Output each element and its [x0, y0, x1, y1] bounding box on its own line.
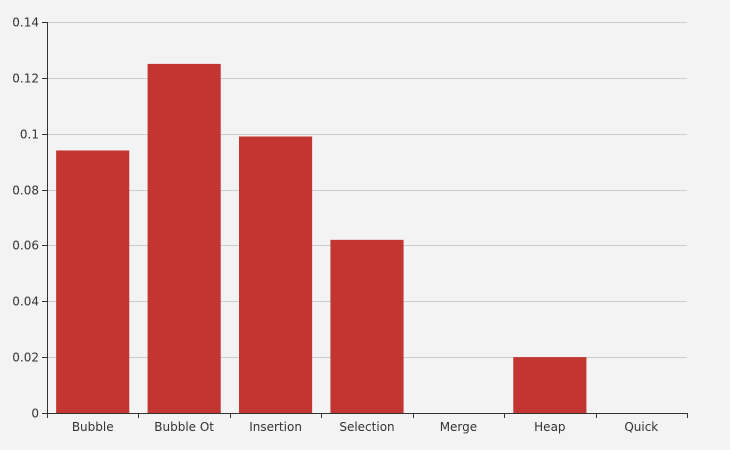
bar — [330, 239, 404, 413]
bar — [56, 150, 130, 413]
x-tick-label: Insertion — [249, 420, 302, 434]
y-tick-label: 0 — [31, 407, 39, 421]
x-tick-label: Bubble Ot — [154, 420, 214, 434]
y-tick-label: 0.04 — [12, 295, 39, 309]
x-tick-label: Bubble — [72, 420, 114, 434]
bar — [239, 136, 313, 413]
x-tick-label: Heap — [534, 420, 565, 434]
y-tick-label: 0.08 — [12, 184, 39, 198]
y-tick-label: 0.02 — [12, 351, 39, 365]
y-tick-label: 0.14 — [12, 16, 39, 30]
bar — [513, 357, 587, 413]
bars — [56, 63, 587, 414]
x-tick-label: Merge — [440, 420, 477, 434]
y-tick-label: 0.1 — [20, 128, 39, 142]
y-axis-ticks: 0 0.02 0.04 0.06 0.08 0.1 0.12 0.14 — [12, 16, 47, 421]
x-axis-ticks: Bubble Bubble Ot Insertion Selection Merge He… — [47, 413, 688, 434]
y-tick-label: 0.12 — [12, 72, 39, 86]
axes — [47, 22, 687, 414]
x-tick-label: Quick — [624, 420, 658, 434]
x-tick-label: Selection — [339, 420, 394, 434]
y-tick-label: 0.06 — [12, 239, 39, 253]
bar — [147, 63, 221, 414]
